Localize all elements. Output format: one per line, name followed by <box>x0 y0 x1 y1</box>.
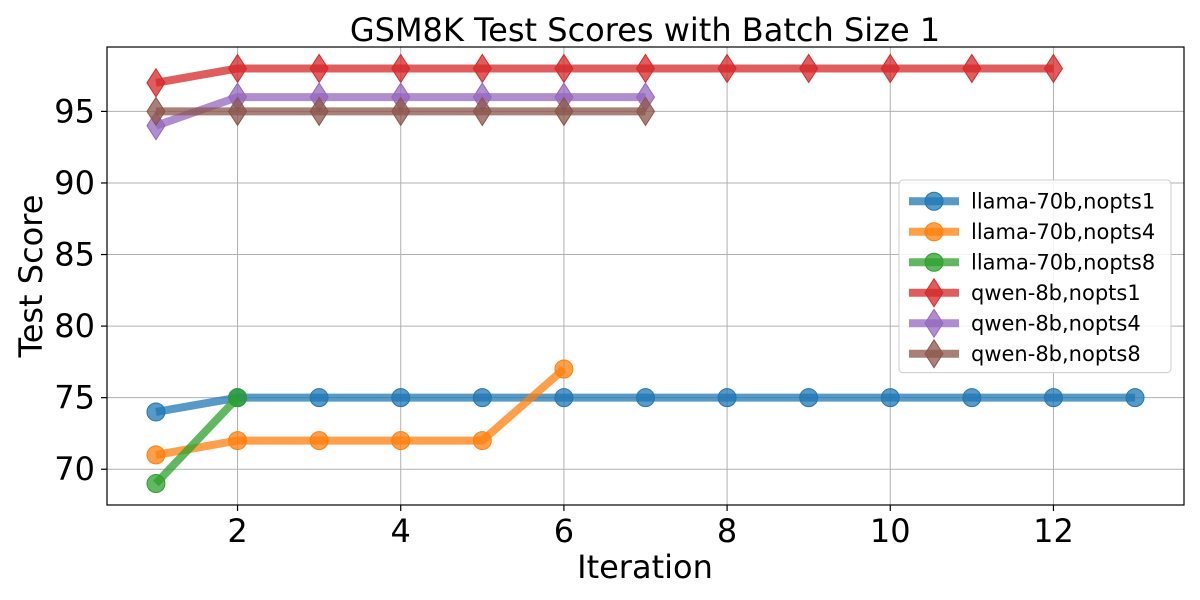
data-point <box>146 402 166 422</box>
data-point <box>880 53 900 84</box>
legend: llama-70b,nopts1 llama-70b,nopts4 llama-70… <box>898 179 1172 374</box>
y-tick-label: 75 <box>54 379 95 417</box>
x-tick-label: 8 <box>717 512 737 550</box>
legend-swatch-marker <box>924 191 944 211</box>
x-tick-label: 4 <box>391 512 411 550</box>
data-point <box>472 53 492 84</box>
x-tick-label: 12 <box>1033 512 1074 550</box>
data-point <box>228 388 248 408</box>
data-point <box>635 96 656 127</box>
data-point <box>309 96 329 127</box>
x-tick-label: 10 <box>870 512 911 550</box>
legend-item: llama-70b,nopts8 <box>909 250 1155 274</box>
legend-swatch-marker <box>924 338 944 369</box>
legend-label: llama-70b,nopts4 <box>971 220 1155 244</box>
legend-swatch-marker <box>924 222 944 242</box>
data-point <box>309 431 329 451</box>
legend-swatch-marker <box>924 252 944 272</box>
y-axis-label: Test Score <box>12 195 50 359</box>
data-point <box>880 388 900 408</box>
legend-label: llama-70b,nopts8 <box>971 250 1155 274</box>
y-tick-label: 70 <box>54 450 95 488</box>
data-point <box>554 359 574 379</box>
legend-label: qwen-8b,nopts8 <box>971 342 1141 366</box>
data-point <box>146 67 166 98</box>
data-point <box>391 388 411 408</box>
data-point <box>554 388 574 408</box>
series-line <box>155 64 1054 87</box>
plot-series <box>146 53 1145 494</box>
legend-item: llama-70b,nopts4 <box>909 220 1155 244</box>
data-point <box>146 445 166 465</box>
data-point <box>146 96 166 127</box>
legend-item: qwen-8b,nopts8 <box>909 338 1141 369</box>
data-point <box>962 388 982 408</box>
series-group <box>146 53 1064 98</box>
series-group <box>146 388 1145 422</box>
series-line <box>155 366 567 459</box>
data-point <box>554 53 574 84</box>
x-axis-label: Iteration <box>577 548 713 586</box>
legend-label: qwen-8b,nopts1 <box>971 281 1141 305</box>
data-point <box>472 388 492 408</box>
legend-item: qwen-8b,nopts4 <box>909 308 1141 339</box>
data-point <box>717 388 737 408</box>
series-line <box>153 394 241 487</box>
series-group <box>146 359 574 465</box>
data-point <box>1125 388 1145 408</box>
data-point <box>1043 388 1063 408</box>
data-point <box>717 53 737 84</box>
data-point <box>962 53 982 84</box>
data-point <box>227 96 248 127</box>
legend-label: qwen-8b,nopts4 <box>971 311 1141 335</box>
y-tick-label: 95 <box>54 92 95 130</box>
legend-swatch-marker <box>924 277 944 308</box>
legend-swatch-marker <box>924 308 944 339</box>
y-tick-label: 85 <box>54 236 95 274</box>
legend-box <box>898 179 1172 374</box>
data-point <box>799 53 819 84</box>
data-point <box>1043 53 1064 84</box>
y-tick-label: 90 <box>54 164 95 202</box>
chart-title: GSM8K Test Scores with Batch Size 1 <box>350 11 940 49</box>
data-point <box>636 388 655 408</box>
data-point <box>472 431 492 451</box>
data-point <box>309 388 329 408</box>
data-point <box>391 53 411 84</box>
axis-ticks: 2 4 6 8 10 12 70 75 80 85 90 95 <box>54 92 1074 550</box>
data-point <box>635 53 656 84</box>
series-group <box>146 96 656 127</box>
data-point <box>309 53 329 84</box>
data-point <box>391 96 411 127</box>
data-point <box>391 431 411 451</box>
x-tick-label: 6 <box>554 512 574 550</box>
legend-label: llama-70b,nopts1 <box>971 189 1155 213</box>
data-point <box>227 53 248 84</box>
data-point <box>472 96 492 127</box>
legend-item: qwen-8b,nopts1 <box>909 277 1141 308</box>
series-group <box>146 388 248 494</box>
data-point <box>554 96 574 127</box>
y-tick-label: 80 <box>54 307 95 345</box>
legend-item: llama-70b,nopts1 <box>909 189 1155 213</box>
x-tick-label: 2 <box>227 512 247 550</box>
data-point <box>228 431 248 451</box>
data-point <box>146 474 166 494</box>
data-point <box>799 388 819 408</box>
plot-frame <box>106 46 1185 506</box>
